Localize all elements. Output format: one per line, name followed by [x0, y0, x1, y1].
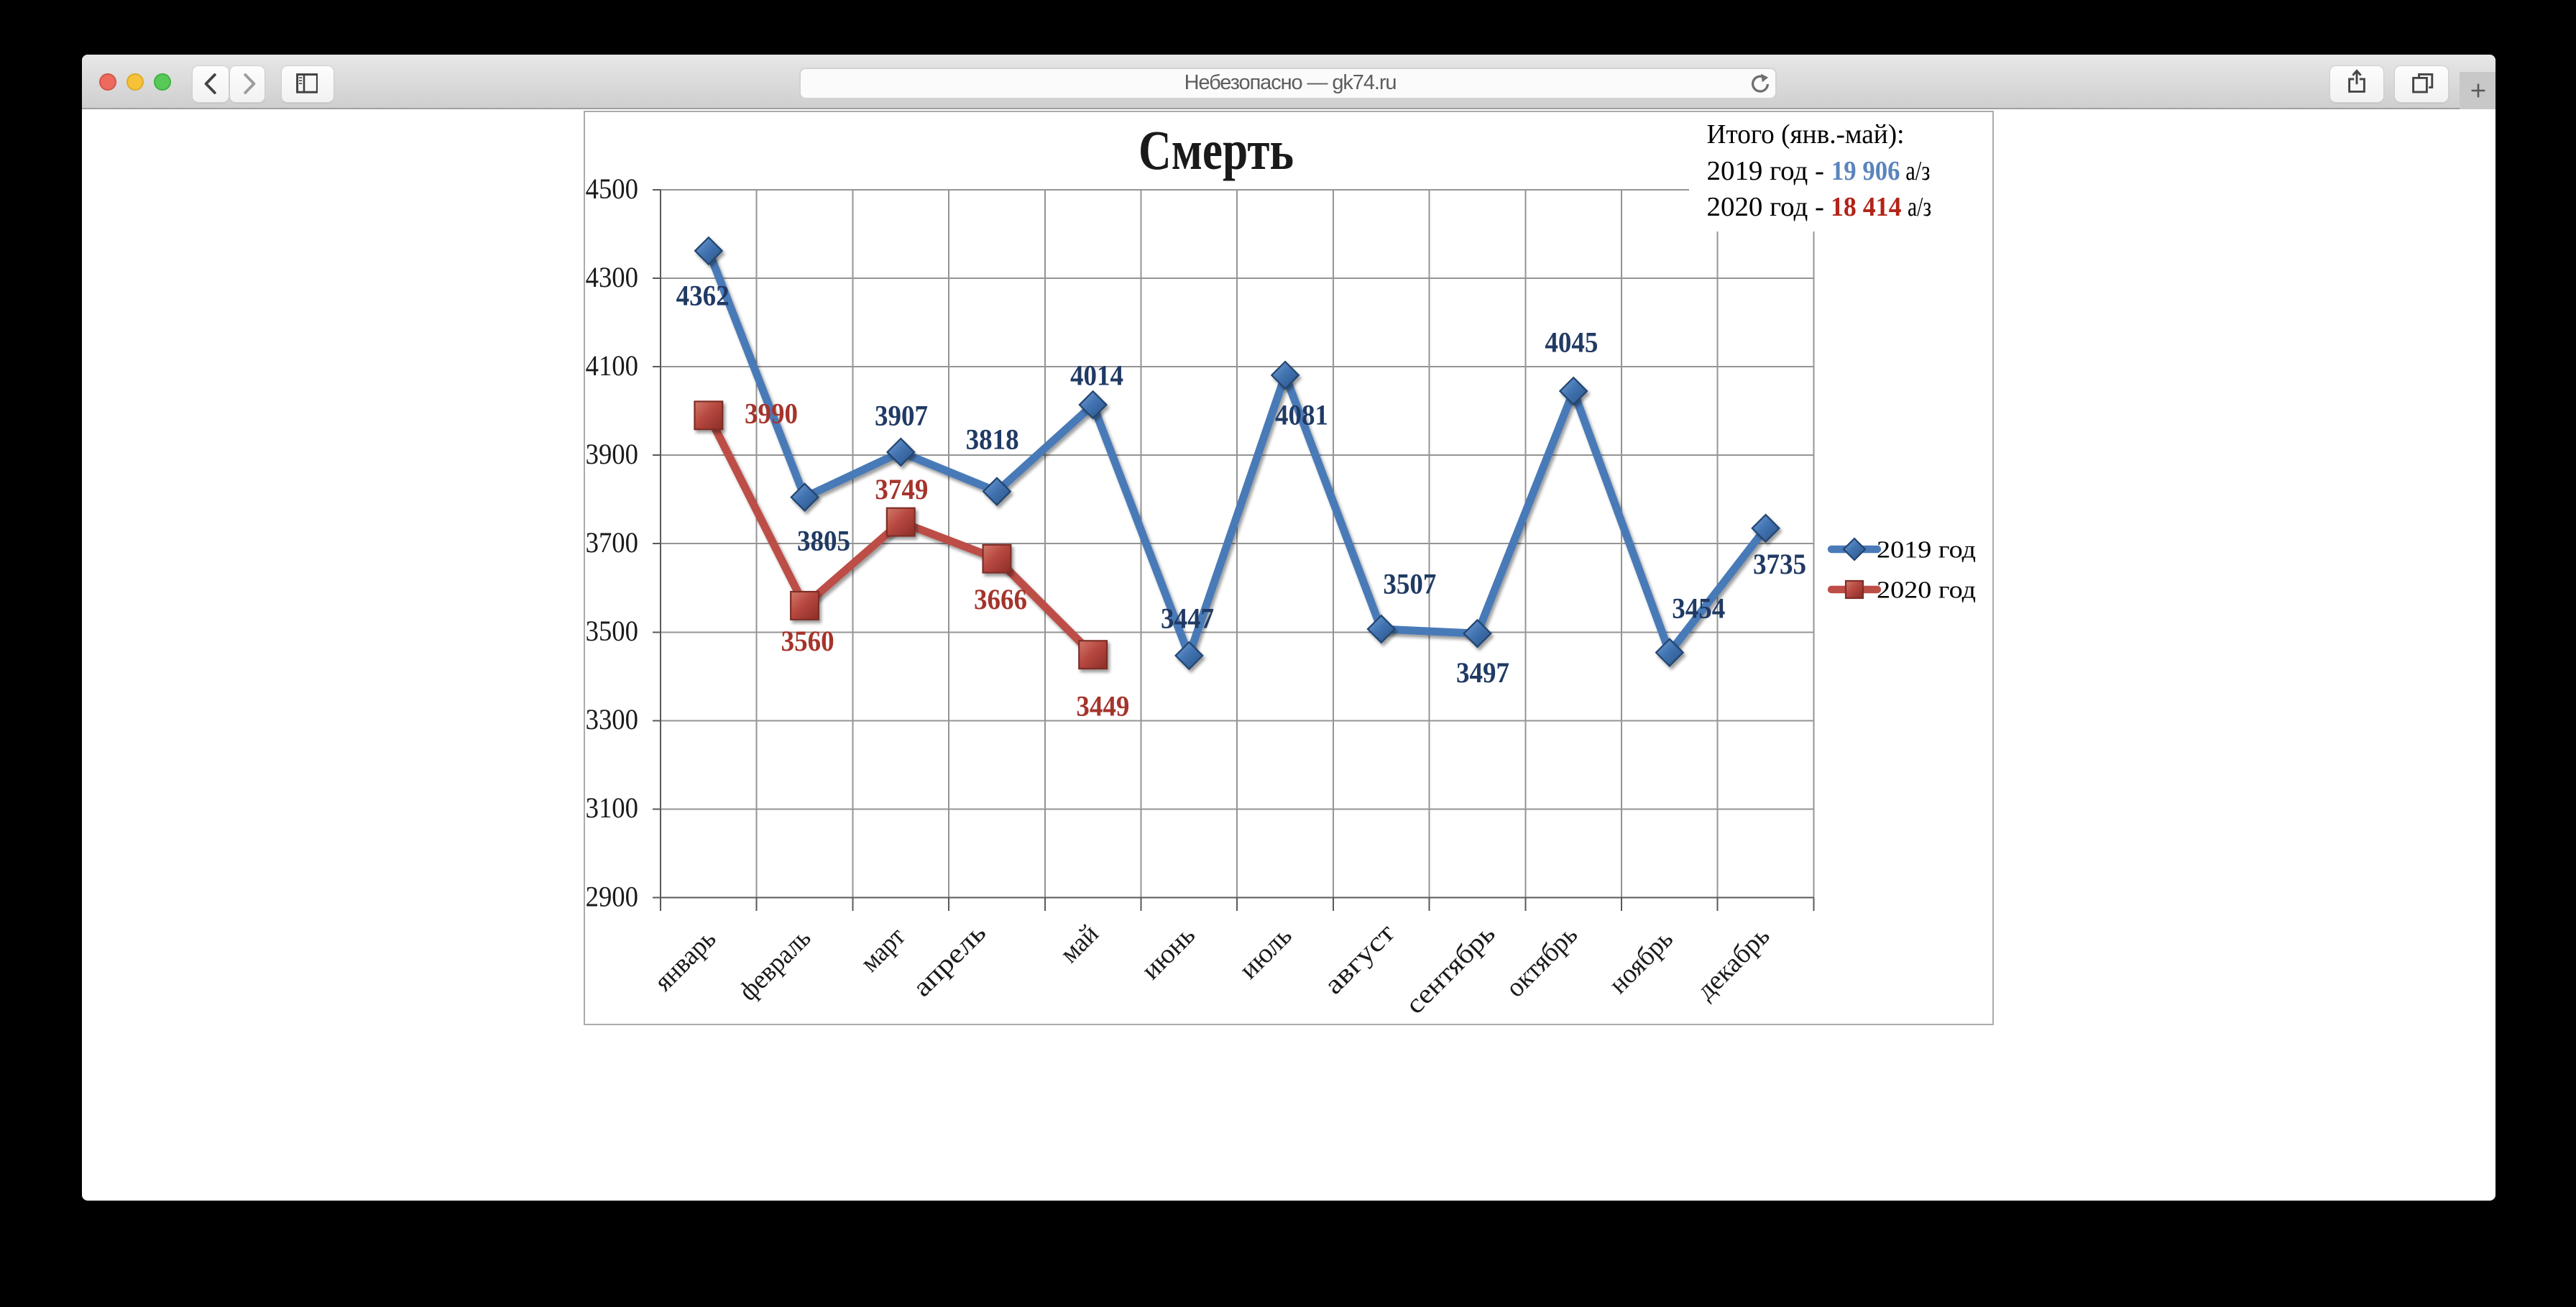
svg-text:а/з: а/з [1908, 192, 1931, 222]
svg-text:2020 год -: 2020 год - [1707, 192, 1825, 222]
svg-text:3666: 3666 [974, 583, 1027, 615]
svg-text:3805: 3805 [797, 525, 850, 557]
svg-text:3449: 3449 [1076, 690, 1129, 723]
svg-text:3990: 3990 [745, 398, 798, 430]
svg-text:3100: 3100 [586, 792, 638, 824]
svg-text:4500: 4500 [586, 173, 638, 205]
svg-text:4045: 4045 [1545, 326, 1598, 359]
svg-text:2019 год -: 2019 год - [1707, 156, 1825, 186]
svg-text:3749: 3749 [875, 473, 928, 505]
svg-text:3907: 3907 [875, 400, 928, 432]
svg-text:19 906: 19 906 [1831, 156, 1900, 186]
svg-text:3735: 3735 [1753, 548, 1806, 580]
svg-text:3454: 3454 [1672, 592, 1725, 625]
svg-text:4014: 4014 [1070, 359, 1123, 392]
svg-text:4100: 4100 [586, 349, 638, 382]
svg-text:3700: 3700 [586, 526, 638, 559]
svg-text:Итого (янв.-май):: Итого (янв.-май): [1707, 119, 1905, 150]
svg-text:3818: 3818 [966, 423, 1019, 455]
svg-text:Смерть: Смерть [1138, 119, 1294, 181]
svg-text:18 414: 18 414 [1831, 192, 1902, 222]
svg-text:2020 год: 2020 год [1877, 577, 1976, 604]
svg-text:3507: 3507 [1383, 568, 1436, 600]
svg-text:4081: 4081 [1275, 399, 1328, 431]
svg-text:3500: 3500 [586, 615, 638, 647]
svg-text:2900: 2900 [586, 880, 638, 912]
svg-text:4362: 4362 [676, 280, 730, 312]
svg-text:3447: 3447 [1161, 602, 1214, 635]
svg-text:3560: 3560 [781, 625, 834, 657]
svg-text:3900: 3900 [586, 438, 638, 470]
svg-text:3497: 3497 [1456, 656, 1509, 689]
svg-text:2019 год: 2019 год [1877, 537, 1976, 564]
svg-text:4300: 4300 [586, 261, 638, 293]
svg-text:3300: 3300 [586, 703, 638, 735]
svg-text:а/з: а/з [1905, 156, 1930, 186]
